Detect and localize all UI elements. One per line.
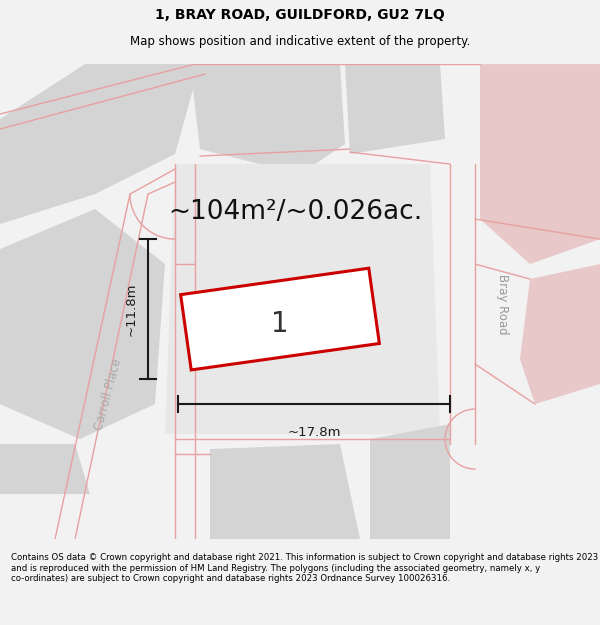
Polygon shape [190, 64, 345, 174]
Text: Carroll Place: Carroll Place [92, 357, 124, 431]
Text: 1, BRAY ROAD, GUILDFORD, GU2 7LQ: 1, BRAY ROAD, GUILDFORD, GU2 7LQ [155, 8, 445, 22]
Polygon shape [0, 444, 90, 494]
Polygon shape [181, 268, 379, 370]
Text: ~11.8m: ~11.8m [125, 282, 138, 336]
Polygon shape [370, 424, 450, 539]
Polygon shape [480, 64, 600, 264]
Polygon shape [210, 444, 360, 539]
Text: ~104m²/~0.026ac.: ~104m²/~0.026ac. [168, 199, 422, 225]
Polygon shape [165, 164, 440, 434]
Polygon shape [0, 64, 200, 224]
Text: Contains OS data © Crown copyright and database right 2021. This information is : Contains OS data © Crown copyright and d… [11, 553, 598, 583]
Polygon shape [520, 264, 600, 404]
Text: Bray Road: Bray Road [497, 274, 509, 334]
Text: Map shows position and indicative extent of the property.: Map shows position and indicative extent… [130, 35, 470, 48]
Polygon shape [345, 64, 445, 154]
Polygon shape [0, 209, 165, 439]
Text: 1: 1 [271, 310, 289, 338]
Text: ~17.8m: ~17.8m [287, 426, 341, 439]
